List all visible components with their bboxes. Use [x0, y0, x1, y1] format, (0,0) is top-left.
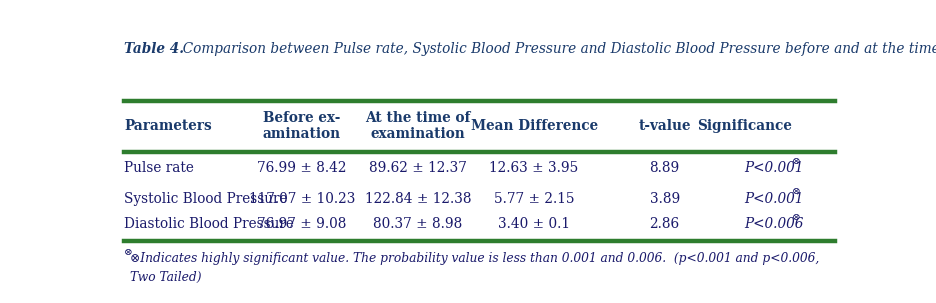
- Text: 12.63 ± 3.95: 12.63 ± 3.95: [490, 161, 578, 175]
- Text: 80.37 ± 8.98: 80.37 ± 8.98: [373, 217, 462, 231]
- Text: 2.86: 2.86: [650, 217, 680, 231]
- Text: At the time of
examination: At the time of examination: [365, 111, 471, 141]
- Text: 3.89: 3.89: [650, 191, 680, 205]
- Text: 76.99 ± 8.42: 76.99 ± 8.42: [257, 161, 346, 175]
- Text: ⊗: ⊗: [792, 187, 800, 196]
- Text: 76.97 ± 9.08: 76.97 ± 9.08: [257, 217, 346, 231]
- Text: 117.07 ± 10.23: 117.07 ± 10.23: [249, 191, 355, 205]
- Text: Systolic Blood Pressure: Systolic Blood Pressure: [124, 191, 287, 205]
- Text: P<0.001: P<0.001: [744, 161, 804, 175]
- Text: 8.89: 8.89: [650, 161, 680, 175]
- Text: Pulse rate: Pulse rate: [124, 161, 194, 175]
- Text: Comparison between Pulse rate, Systolic Blood Pressure and Diastolic Blood Press: Comparison between Pulse rate, Systolic …: [173, 42, 936, 56]
- Text: Diastolic Blood Pressure: Diastolic Blood Pressure: [124, 217, 294, 231]
- Text: 122.84 ± 12.38: 122.84 ± 12.38: [365, 191, 472, 205]
- Text: ⊗: ⊗: [124, 248, 133, 257]
- Text: t-value: t-value: [638, 119, 691, 133]
- Text: Mean Difference: Mean Difference: [471, 119, 598, 133]
- Text: Two Tailed): Two Tailed): [130, 271, 201, 284]
- Text: Parameters: Parameters: [124, 119, 212, 133]
- Text: ⊗: ⊗: [792, 157, 800, 166]
- Text: 5.77 ± 2.15: 5.77 ± 2.15: [494, 191, 575, 205]
- Text: Significance: Significance: [697, 119, 792, 133]
- Text: Before ex-
amination: Before ex- amination: [263, 111, 341, 141]
- Text: 3.40 ± 0.1: 3.40 ± 0.1: [498, 217, 570, 231]
- Text: P<0.001: P<0.001: [744, 191, 804, 205]
- Text: P<0.006: P<0.006: [744, 217, 804, 231]
- Text: Table 4.: Table 4.: [124, 42, 184, 56]
- Text: ⊗Indicates highly significant value. The probability value is less than 0.001 an: ⊗Indicates highly significant value. The…: [130, 252, 819, 265]
- Text: ⊗: ⊗: [792, 213, 800, 222]
- Text: 89.62 ± 12.37: 89.62 ± 12.37: [369, 161, 467, 175]
